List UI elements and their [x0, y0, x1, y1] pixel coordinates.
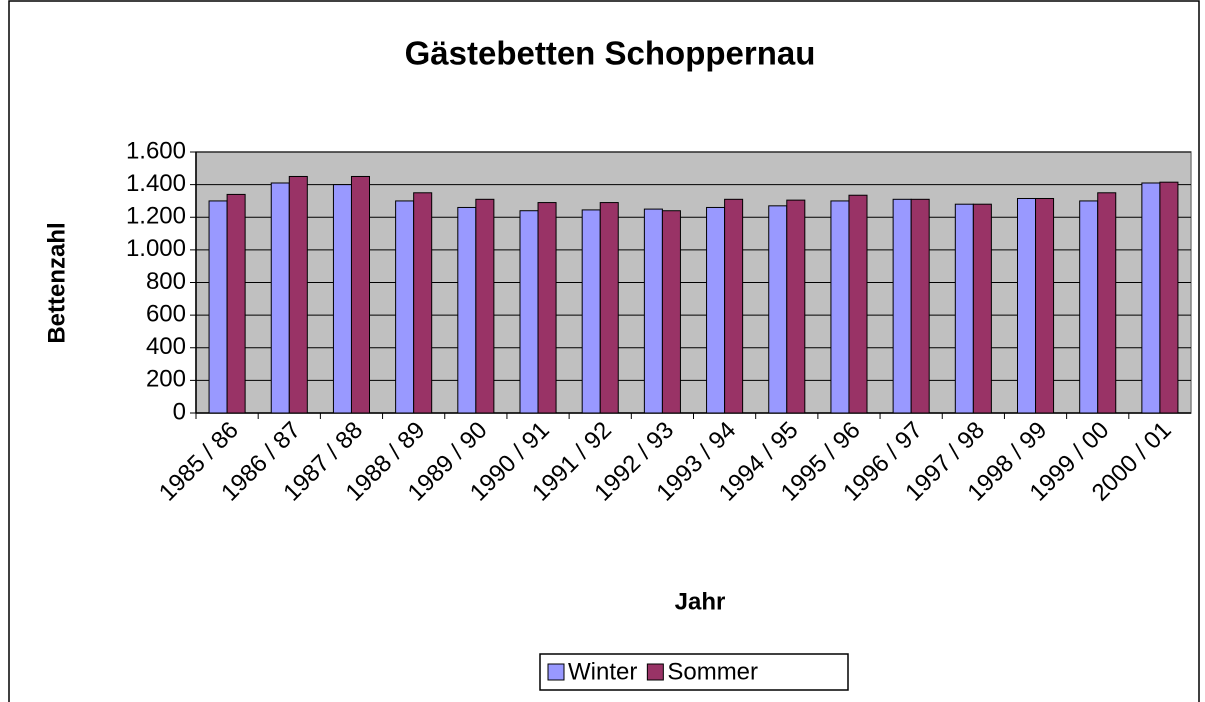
bar: [972, 203, 992, 414]
y-axis-label: Bettenzahl: [43, 222, 70, 343]
legend-label: Winter: [568, 658, 637, 685]
bar: [892, 198, 912, 414]
y-tick-label: 1.000: [126, 235, 186, 262]
chart-title: Gästebetten Schoppernau: [405, 35, 816, 72]
chart-border: [8, 0, 1200, 702]
bar: [288, 175, 308, 414]
bar: [413, 192, 433, 414]
bar: [581, 209, 601, 414]
bar: [599, 202, 619, 414]
x-axis-label: Jahr: [675, 588, 726, 615]
bar: [395, 200, 415, 414]
y-tick-label: 600: [146, 300, 186, 327]
bar: [954, 203, 974, 414]
bar: [724, 198, 744, 414]
y-tick-label: 400: [146, 333, 186, 360]
bar: [1035, 197, 1055, 414]
bar: [332, 184, 352, 414]
legend-box: [539, 653, 849, 691]
y-tick-label: 0: [173, 398, 186, 425]
bar: [350, 175, 371, 414]
bar: [1141, 182, 1161, 414]
y-tick-label: 1.400: [126, 170, 186, 197]
y-tick-label: 1.600: [126, 137, 186, 164]
bar: [519, 210, 539, 414]
bar: [830, 200, 850, 414]
bar: [226, 193, 246, 414]
bar: [1079, 200, 1099, 414]
y-tick-label: 200: [146, 366, 186, 393]
y-tick-label: 1.200: [126, 203, 186, 230]
bar: [661, 210, 681, 414]
bar: [1159, 181, 1179, 414]
bar: [457, 206, 477, 414]
bar: [270, 182, 290, 414]
bar: [208, 200, 228, 414]
bar: [848, 194, 868, 414]
bar: [768, 205, 788, 414]
legend-swatch: [547, 663, 565, 681]
bar: [910, 198, 930, 414]
bar: [706, 206, 726, 414]
legend-swatch: [646, 663, 664, 681]
bar: [475, 198, 495, 414]
y-tick-label: 800: [146, 268, 186, 295]
bar: [643, 208, 663, 414]
bar: [537, 202, 557, 414]
bar: [786, 199, 806, 414]
bar: [1016, 197, 1037, 414]
bar: [1097, 192, 1117, 414]
legend-label: Sommer: [667, 658, 758, 685]
